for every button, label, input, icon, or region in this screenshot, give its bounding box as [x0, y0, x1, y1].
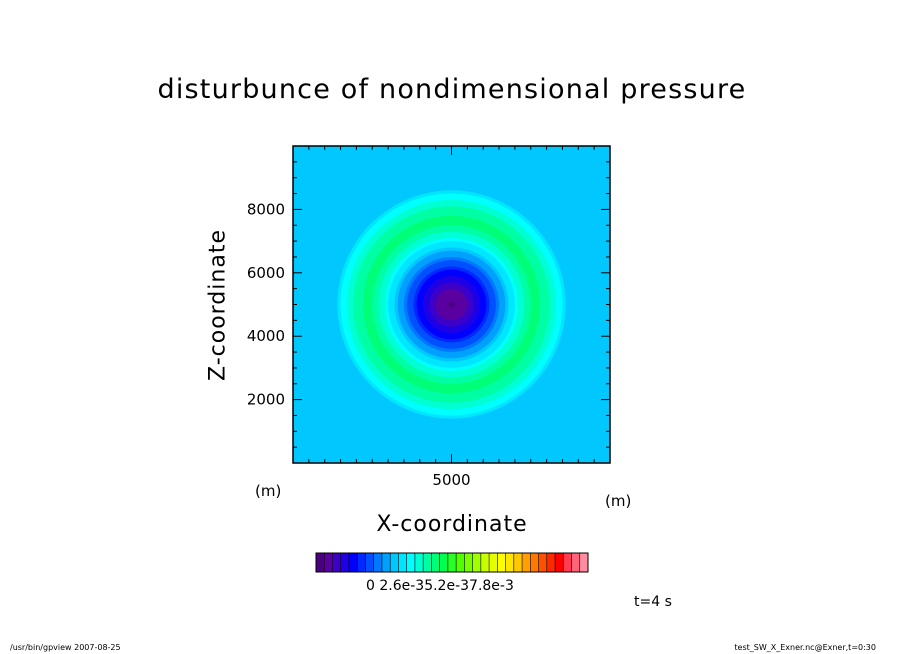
colorbar-swatch — [373, 553, 383, 572]
colorbar-tick-labels: 0 2.6e-35.2e-37.8e-3 — [366, 578, 514, 594]
colorbar-swatch — [456, 553, 465, 572]
colorbar-swatch — [522, 553, 531, 572]
colorbar-swatch — [546, 553, 556, 572]
colorbar-swatch — [489, 553, 498, 572]
colorbar-swatch — [398, 553, 407, 572]
colorbar-swatch — [348, 553, 358, 572]
colorbar-frame — [315, 552, 589, 573]
time-label: t=4 s — [634, 594, 672, 610]
colorbar-swatch — [324, 553, 333, 572]
colorbar-swatch — [357, 553, 366, 572]
colorbar-swatch — [439, 553, 449, 572]
colorbar-swatch — [423, 553, 432, 572]
x-axis-unit: (m) — [605, 492, 632, 510]
colorbar-swatch — [316, 553, 325, 572]
colorbar-swatch — [340, 553, 350, 572]
colorbar-swatch — [365, 553, 374, 572]
colorbar-swatch — [414, 553, 424, 572]
colorbar-swatch — [563, 553, 572, 572]
x-axis-label: X-coordinate — [376, 512, 528, 537]
colorbar-swatch — [447, 553, 457, 572]
colorbar-swatch — [579, 553, 589, 572]
colorbar-swatch — [555, 553, 564, 572]
colorbar-swatch — [431, 553, 440, 572]
colorbar-swatch — [513, 553, 523, 572]
chart-title: disturbunce of nondimensional pressure — [157, 74, 747, 105]
footer-left: /usr/bin/gpview 2007-08-25 — [10, 643, 121, 652]
y-axis-label: Z-coordinate — [205, 229, 231, 381]
colorbar-swatch — [505, 553, 515, 572]
colorbar-swatch — [332, 553, 342, 572]
colorbar-swatch — [538, 553, 548, 572]
colorbar-swatch — [406, 553, 416, 572]
colorbar-swatch — [472, 553, 482, 572]
colorbar-swatch — [571, 553, 581, 572]
colorbar-swatch — [464, 553, 473, 572]
colorbar-swatch — [390, 553, 399, 572]
field-contour-band — [448, 301, 455, 308]
x-tick-label: 5000 — [432, 471, 470, 489]
y-tick-label: 6000 — [247, 264, 285, 282]
colorbar-swatch — [530, 553, 539, 572]
y-tick-label: 4000 — [247, 327, 285, 345]
colorbar-swatch — [381, 553, 391, 572]
footer-right: test_SW_X_Exner.nc@Exner,t=0:30 — [734, 643, 876, 652]
colorbar-swatch — [497, 553, 506, 572]
y-axis-unit: (m) — [255, 482, 282, 500]
y-tick-label: 2000 — [247, 391, 285, 409]
y-tick-label: 8000 — [247, 200, 285, 218]
colorbar-swatch — [480, 553, 490, 572]
